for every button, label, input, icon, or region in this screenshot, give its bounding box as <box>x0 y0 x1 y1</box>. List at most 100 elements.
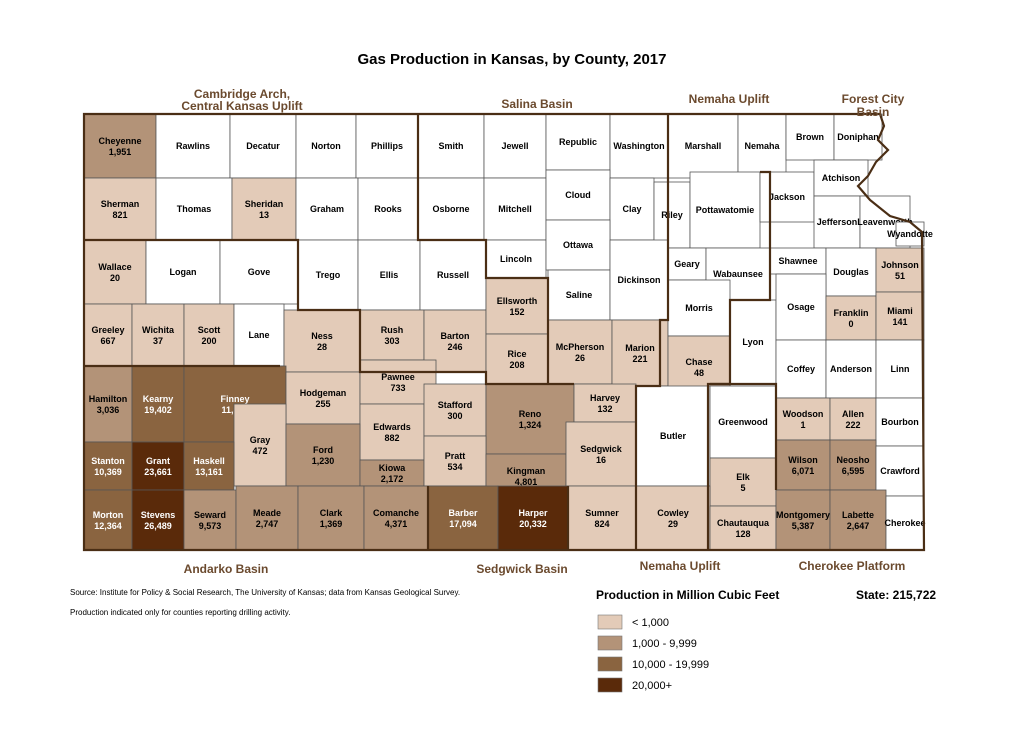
county-name-geary: Geary <box>674 259 700 269</box>
county-value-pratt: 534 <box>447 462 462 472</box>
county-shape-pratt <box>423 435 487 487</box>
county-name-finney: Finney <box>220 394 249 404</box>
county-coffey: Coffey <box>775 339 827 399</box>
county-value-sherman: 821 <box>112 210 127 220</box>
county-name-chase: Chase <box>685 357 712 367</box>
county-norton: Norton <box>295 113 357 179</box>
county-value-hodgeman: 255 <box>315 399 330 409</box>
county-shape-seward <box>183 489 237 551</box>
county-name-clark: Clark <box>320 508 344 518</box>
county-value-wichita: 37 <box>153 336 163 346</box>
source-note: Source: Institute for Policy & Social Re… <box>70 588 460 597</box>
county-rawlins: Rawlins <box>155 113 231 179</box>
county-shape-hodgeman <box>285 371 361 425</box>
county-shape-marion <box>611 319 669 387</box>
county-name-kiowa: Kiowa <box>379 463 406 473</box>
county-lincoln: Lincoln <box>485 239 547 279</box>
county-republic: Republic <box>545 113 611 171</box>
county-washington: Washington <box>609 113 669 179</box>
county-name-butler: Butler <box>660 431 687 441</box>
county-value-gray: 472 <box>252 446 267 456</box>
county-value-sedgwick: 16 <box>596 455 606 465</box>
region-salina: Salina Basin <box>501 97 572 111</box>
county-shape-elk <box>709 457 777 507</box>
county-name-johnson: Johnson <box>881 260 919 270</box>
county-value-chase: 48 <box>694 368 704 378</box>
county-shape-butler <box>635 385 711 487</box>
county-shape-bourbon <box>875 397 925 447</box>
region-cambridge: Cambridge Arch, <box>194 87 290 101</box>
county-name-rawlins: Rawlins <box>176 141 210 151</box>
county-value-woodson: 1 <box>800 420 805 430</box>
county-name-greeley: Greeley <box>91 325 124 335</box>
county-shape-riley <box>653 181 691 249</box>
county-shape-johnson <box>875 247 925 293</box>
county-value-comanche: 4,371 <box>385 519 408 529</box>
state-total: State: 215,722 <box>856 588 936 602</box>
county-greenwood: Greenwood <box>709 385 777 459</box>
county-value-hamilton: 3,036 <box>97 405 120 415</box>
legend-label-3: 10,000 - 19,999 <box>632 659 709 671</box>
county-value-haskell: 13,161 <box>195 467 223 477</box>
county-value-sheridan: 13 <box>259 210 269 220</box>
county-phillips: Phillips <box>355 113 419 179</box>
county-value-johnson: 51 <box>895 271 905 281</box>
county-name-smith: Smith <box>438 141 463 151</box>
county-trego: Trego <box>297 239 359 311</box>
region-sedgwick: Sedgwick Basin <box>476 562 567 576</box>
county-name-harper: Harper <box>518 508 548 518</box>
county-value-neosho: 6,595 <box>842 466 865 476</box>
county-shape-barber <box>427 485 499 551</box>
county-butler: Butler <box>635 385 711 487</box>
county-shape-doniphan <box>833 113 883 161</box>
county-name-labette: Labette <box>842 510 874 520</box>
county-decatur: Decatur <box>229 113 297 179</box>
county-shape-wallace <box>83 239 147 305</box>
county-value-seward: 9,573 <box>199 521 222 531</box>
county-geary: Geary <box>667 247 707 281</box>
county-name-neosho: Neosho <box>836 455 870 465</box>
county-name-ford: Ford <box>313 445 333 455</box>
county-name-mcpherson: McPherson <box>556 342 605 352</box>
county-name-seward: Seward <box>194 510 226 520</box>
county-name-phillips: Phillips <box>371 141 403 151</box>
legend-swatch-1 <box>597 614 623 630</box>
county-shape-ness <box>283 309 361 373</box>
county-name-grant: Grant <box>146 456 170 466</box>
county-name-woodson: Woodson <box>783 409 824 419</box>
county-shape-stanton <box>83 441 133 491</box>
county-name-comanche: Comanche <box>373 508 419 518</box>
county-name-elk: Elk <box>736 472 751 482</box>
county-name-logan: Logan <box>170 267 197 277</box>
county-value-sumner: 824 <box>594 519 609 529</box>
county-shape-norton <box>295 113 357 179</box>
county-value-harvey: 132 <box>597 404 612 414</box>
county-name-gove: Gove <box>248 267 271 277</box>
county-shape-hamilton <box>83 365 133 443</box>
region-cherokee: Cherokee Platform <box>799 559 906 573</box>
county-name-jackson: Jackson <box>769 192 805 202</box>
county-name-lincoln: Lincoln <box>500 254 532 264</box>
county-name-washington: Washington <box>613 141 664 151</box>
county-name-meade: Meade <box>253 508 281 518</box>
county-value-marion: 221 <box>632 354 647 364</box>
county-shape-greeley <box>83 303 133 367</box>
legend-swatch-4 <box>597 677 623 693</box>
county-name-riley: Riley <box>661 210 683 220</box>
county-name-ness: Ness <box>311 331 333 341</box>
county-name-thomas: Thomas <box>177 204 212 214</box>
region-nemaha-bottom: Nemaha Uplift <box>640 559 721 573</box>
county-value-franklin: 0 <box>848 319 853 329</box>
